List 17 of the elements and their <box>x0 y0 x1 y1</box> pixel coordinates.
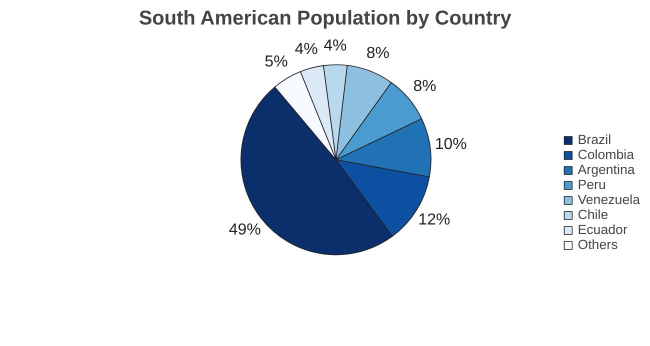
legend-label: Others <box>578 237 618 252</box>
legend-label: Colombia <box>578 147 634 162</box>
legend-label: Ecuador <box>578 222 628 237</box>
legend-label: Brazil <box>578 132 612 147</box>
legend-label: Argentina <box>578 162 635 177</box>
data-label: 8% <box>366 45 390 62</box>
data-label: 8% <box>413 78 436 96</box>
legend-label: Venezuela <box>578 192 640 207</box>
legend-label: Chile <box>578 207 608 222</box>
chart-title: South American Population by Country <box>138 8 512 30</box>
data-label: 10% <box>434 136 467 154</box>
data-label: 4% <box>324 37 347 54</box>
data-label: 49% <box>228 222 261 239</box>
data-label: 5% <box>264 54 288 71</box>
legend-label: Peru <box>578 177 606 192</box>
data-label: 12% <box>418 212 450 229</box>
data-label: 4% <box>294 41 318 58</box>
